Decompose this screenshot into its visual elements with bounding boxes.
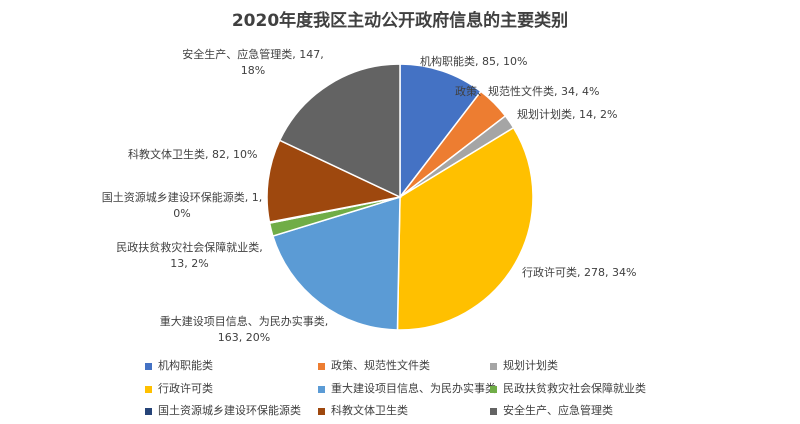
legend-label: 国土资源城乡建设环保能源类 bbox=[158, 404, 301, 417]
legend-entry: 安全生产、应急管理类 bbox=[490, 402, 613, 418]
legend-label: 政策、规范性文件类 bbox=[331, 359, 430, 372]
legend-swatch bbox=[145, 362, 152, 370]
legend-swatch bbox=[145, 407, 152, 415]
data-label: 安全生产、应急管理类, 147, 18% bbox=[182, 48, 324, 77]
legend-entry: 机构职能类 bbox=[145, 357, 213, 373]
legend-entry: 重大建设项目信息、为民办实事类 bbox=[318, 380, 496, 396]
pie-slice bbox=[396, 126, 534, 331]
legend-swatch bbox=[490, 362, 497, 370]
data-label: 政策、规范性文件类, 34, 4% bbox=[455, 85, 600, 98]
legend-entry: 行政许可类 bbox=[145, 380, 213, 396]
data-label: 重大建设项目信息、为民办实事类, 163, 20% bbox=[159, 315, 329, 344]
legend-swatch bbox=[318, 385, 325, 393]
pie-slice bbox=[278, 63, 401, 199]
legend-swatch bbox=[490, 385, 497, 393]
pie-slice bbox=[271, 195, 401, 331]
legend-swatch bbox=[145, 385, 152, 393]
data-label: 科教文体卫生类, 82, 10% bbox=[128, 148, 258, 161]
legend-label: 科教文体卫生类 bbox=[331, 404, 408, 417]
legend-label: 民政扶贫救灾社会保障就业类 bbox=[503, 382, 646, 395]
legend-swatch bbox=[318, 362, 325, 370]
legend-label: 重大建设项目信息、为民办实事类 bbox=[331, 382, 496, 395]
legend-entry: 民政扶贫救灾社会保障就业类 bbox=[490, 380, 646, 396]
legend-label: 行政许可类 bbox=[158, 382, 213, 395]
data-label: 行政许可类, 278, 34% bbox=[522, 266, 637, 279]
legend-entry: 国土资源城乡建设环保能源类 bbox=[145, 402, 301, 418]
legend-swatch bbox=[318, 407, 325, 415]
data-label: 规划计划类, 14, 2% bbox=[517, 108, 618, 121]
data-label: 国土资源城乡建设环保能源类, 1, 0% bbox=[101, 191, 263, 220]
data-label: 民政扶贫救灾社会保障就业类, 13, 2% bbox=[116, 241, 263, 270]
pie-slice bbox=[266, 139, 403, 224]
legend-label: 机构职能类 bbox=[158, 359, 213, 372]
legend-entry: 政策、规范性文件类 bbox=[318, 357, 430, 373]
legend-entry: 规划计划类 bbox=[490, 357, 558, 373]
data-label: 机构职能类, 85, 10% bbox=[420, 55, 528, 68]
chart-title: 2020年度我区主动公开政府信息的主要类别 bbox=[231, 11, 569, 31]
pie-slice bbox=[399, 63, 482, 200]
legend-label: 安全生产、应急管理类 bbox=[503, 404, 613, 417]
legend-entry: 科教文体卫生类 bbox=[318, 402, 408, 418]
legend-swatch bbox=[490, 407, 497, 415]
legend-label: 规划计划类 bbox=[503, 359, 558, 372]
